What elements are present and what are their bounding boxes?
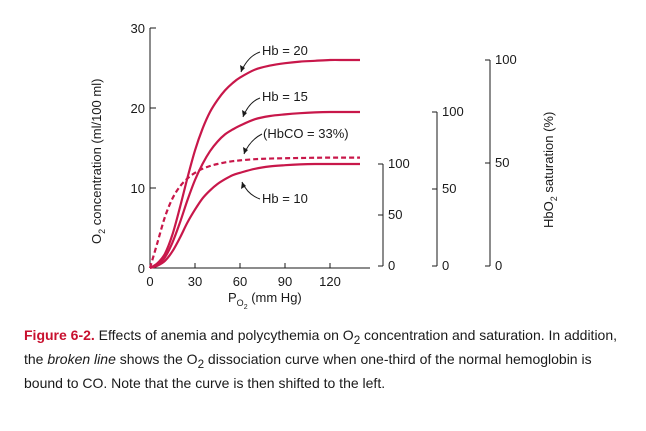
caption-sub1: 2	[353, 333, 361, 347]
y-ticks: 0 10 20 30	[131, 21, 156, 276]
arrow-hb-10	[241, 181, 261, 200]
saturation-tick-label: 100	[388, 156, 410, 171]
x-tick-label: 0	[146, 274, 153, 289]
saturation-tick-label: 100	[495, 52, 517, 67]
saturation-scale: 0 50 100	[378, 156, 410, 273]
saturation-scale: 0 50 100	[432, 104, 464, 273]
right-axis-label: HbO2 saturation (%)	[541, 112, 559, 228]
label-hb-10: Hb = 10	[262, 191, 308, 206]
caption-part1: Effects of anemia and polycythemia on O	[94, 327, 354, 343]
curve-hb-20	[149, 58, 360, 269]
arrowhead-hbco	[243, 147, 248, 154]
saturation-tick-label: 0	[495, 258, 502, 273]
label-hb-15: Hb = 15	[262, 89, 308, 104]
x-tick-label: 90	[278, 274, 292, 289]
x-tick-label: 120	[319, 274, 341, 289]
curve-hb-15	[149, 110, 360, 270]
annotations: Hb = 20 Hb = 15 (HbCO = 33%) Hb = 10	[240, 43, 349, 206]
curves	[148, 58, 360, 270]
saturation-tick-label: 100	[442, 104, 464, 119]
figure-caption: Figure 6-2. Effects of anemia and polycy…	[24, 326, 624, 392]
arrowhead-hb-15	[242, 110, 247, 117]
curve-hb-10	[149, 162, 360, 270]
saturation-scale: 0 50 100	[485, 52, 517, 273]
y-tick-label: 20	[131, 101, 145, 116]
label-hbco: (HbCO = 33%)	[263, 126, 349, 141]
caption-broken-line: broken line	[47, 350, 116, 367]
y-axis-label: O2 concentration (ml/100 ml)	[89, 79, 107, 244]
chart: 0 10 20 30 0 30 60 90 120 Hb = 20 Hb = 15 (HbCO…	[89, 21, 559, 311]
main-axes	[149, 28, 370, 269]
x-axis-label: PO2 (mm Hg)	[228, 290, 302, 311]
saturation-tick-label: 50	[388, 207, 402, 222]
arrowhead-hb-10	[241, 182, 246, 189]
saturation-scales: 0 50 100 0 50 100 0 50 100	[378, 52, 517, 273]
caption-sub2: 2	[197, 357, 205, 371]
caption-part3: shows the O	[115, 350, 198, 367]
saturation-tick-label: 50	[495, 155, 509, 170]
caption-part4: dissociation curve when one-third of the…	[24, 350, 592, 391]
saturation-tick-label: 0	[442, 258, 449, 273]
y-tick-label: 0	[138, 261, 145, 276]
curve-hbco-33	[148, 156, 360, 269]
x-tick-label: 60	[233, 274, 247, 289]
caption-part2: concentration and saturation. In additio…	[24, 327, 618, 367]
y-tick-label: 30	[131, 21, 145, 36]
x-tick-label: 30	[188, 274, 202, 289]
x-ticks: 0 30 60 90 120	[146, 263, 341, 289]
figure-label: Figure 6-2.	[24, 327, 95, 343]
saturation-tick-label: 50	[442, 181, 456, 196]
saturation-tick-label: 0	[388, 258, 395, 273]
y-tick-label: 10	[131, 181, 145, 196]
label-hb-20: Hb = 20	[262, 43, 308, 58]
arrowhead-hb-20	[240, 65, 245, 72]
